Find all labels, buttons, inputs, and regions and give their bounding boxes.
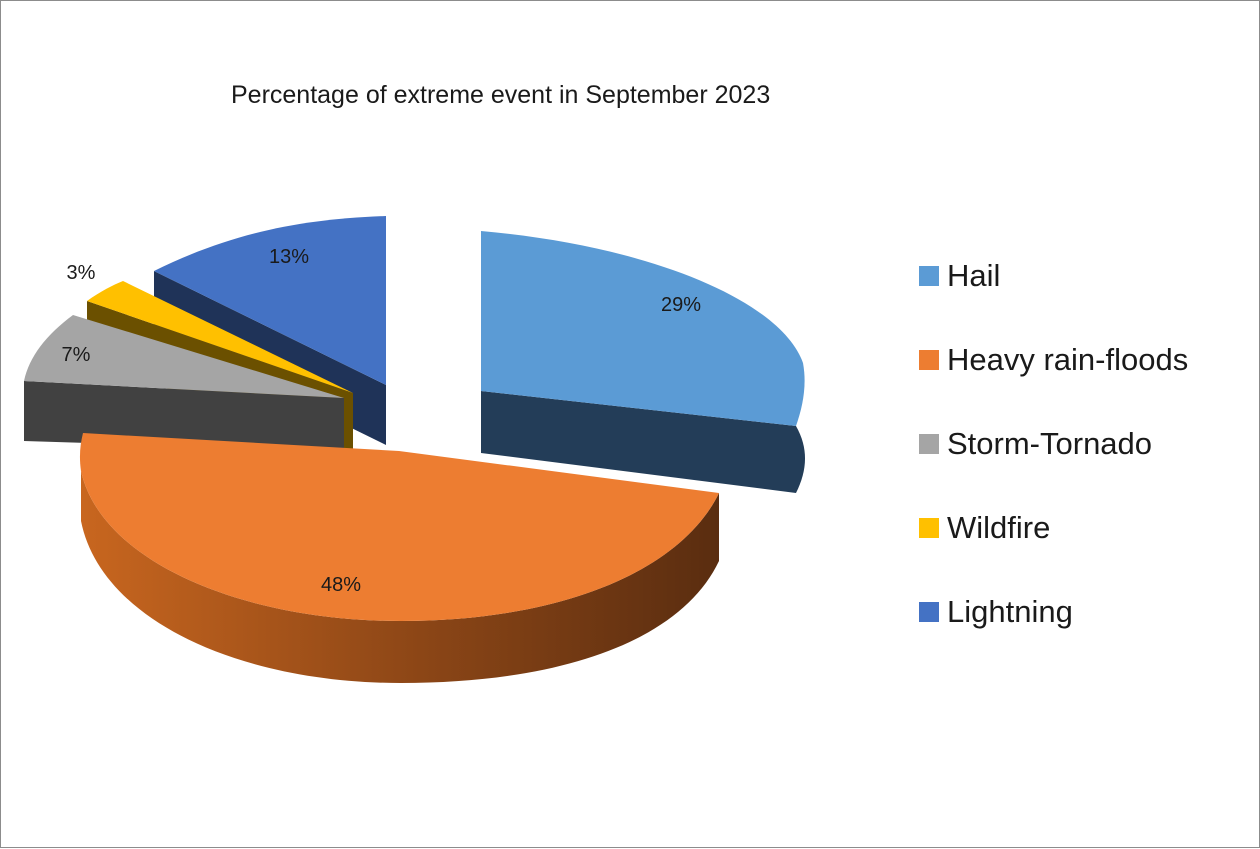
hail-slice[interactable] [481,231,805,426]
data-label-wildfire: 3% [67,262,96,284]
hail-slice-side [481,391,806,493]
legend-label-hail: Hail [947,258,1001,293]
legend-swatch-hail [919,266,939,286]
lightning-slice[interactable] [154,216,386,385]
legend: Hail Heavy rain-floods Storm-Tornado Wil… [919,256,1188,676]
legend-label-lightning: Lightning [947,594,1073,629]
legend-item-storm-tornado[interactable]: Storm-Tornado [919,424,1188,464]
legend-label-wildfire: Wildfire [947,510,1051,545]
data-label-hail: 29% [661,294,701,316]
storm-tornado-slice-side [24,381,344,451]
legend-swatch-lightning [919,602,939,622]
legend-swatch-wildfire [919,518,939,538]
legend-item-heavy-rain-floods[interactable]: Heavy rain-floods [919,340,1188,380]
legend-item-hail[interactable]: Hail [919,256,1188,296]
chart-title: Percentage of extreme event in September… [231,81,771,109]
data-label-lightning: 13% [269,246,309,268]
wildfire-slice[interactable] [87,281,353,393]
legend-label-heavy-rain-floods: Heavy rain-floods [947,342,1189,377]
legend-swatch-heavy-rain-floods [919,350,939,370]
data-label-heavy-rain-floods: 48% [321,574,361,596]
legend-label-storm-tornado: Storm-Tornado [947,426,1153,461]
legend-swatch-storm-tornado [919,434,939,454]
legend-item-lightning[interactable]: Lightning [919,592,1188,632]
heavy-rain-floods-slice-side [81,471,719,683]
storm-tornado-slice[interactable] [24,315,344,398]
data-label-storm-tornado: 7% [62,344,91,366]
heavy-rain-floods-slice[interactable] [79,433,720,621]
legend-item-wildfire[interactable]: Wildfire [919,508,1188,548]
